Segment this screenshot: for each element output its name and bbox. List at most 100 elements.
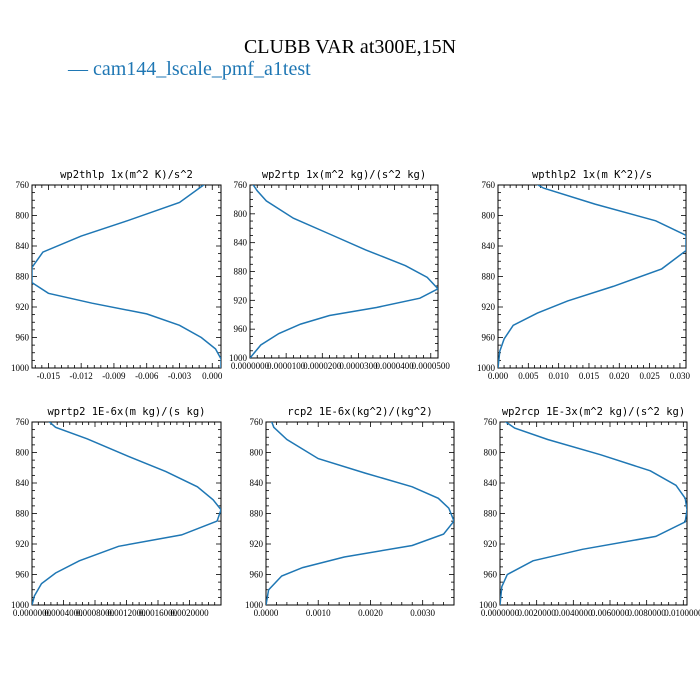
y-tick-label: 1000 <box>11 600 30 610</box>
x-tick-label: 0.0008000 <box>76 608 115 618</box>
y-tick-label: 840 <box>16 241 30 251</box>
y-tick-label: 800 <box>482 211 496 221</box>
legend-label: cam144_lscale_pmf_a1test <box>93 58 311 80</box>
legend: — cam144_lscale_pmf_a1test <box>68 58 311 81</box>
subplot-4: wprtp2 1E-6x(m kg)/(s kg) 760 800 840 880 920… <box>11 406 222 618</box>
y-tick-label: 800 <box>16 211 30 221</box>
y-tick-label: 920 <box>16 302 30 312</box>
y-tick-label: 840 <box>484 478 498 488</box>
series-line <box>266 422 454 605</box>
subplot-title: wp2rtp 1x(m^2 kg)/(s^2 kg) <box>262 169 426 181</box>
y-tick-label: 800 <box>250 448 264 458</box>
subplot-frame <box>497 184 687 369</box>
subplot-title: wp2rcp 1E-3x(m^2 kg)/(s^2 kg) <box>502 406 685 418</box>
x-tick-label: 0.0030 <box>410 608 435 618</box>
subplot-3: wpthlp2 1x(m K^2)/s 760 800 840 880 920 960 100… <box>477 169 691 381</box>
y-tick-label: 760 <box>482 180 496 190</box>
y-tick-label: 920 <box>484 539 498 549</box>
x-tick-label: 0.0000 <box>254 608 279 618</box>
y-tick-label: 840 <box>250 478 264 488</box>
x-tick-label: 0.0004000 <box>44 608 83 618</box>
x-tick-label: 0.0020000 <box>170 608 209 618</box>
y-tick-label: 960 <box>234 324 248 334</box>
y-tick-label: 840 <box>482 241 496 251</box>
subplot-6: wp2rcp 1E-3x(m^2 kg)/(s^2 kg) 760 800 840 88… <box>479 406 700 618</box>
y-tick-label: 960 <box>250 570 264 580</box>
x-tick-label: 0.0000000 <box>13 608 52 618</box>
x-tick-label: 0.010 <box>549 371 570 381</box>
subplot-title: wprtp2 1E-6x(m kg)/(s kg) <box>47 406 205 418</box>
subplot-5: rcp2 1E-6x(kg^2)/(kg^2) 760 800 840 880 920 96… <box>245 406 455 618</box>
x-tick-label: -0.003 <box>168 371 192 381</box>
series-line <box>498 185 686 368</box>
y-tick-label: 960 <box>482 333 496 343</box>
x-tick-label: 0.0000300 <box>339 361 378 371</box>
x-tick-label: 0.0000100 <box>267 361 306 371</box>
series-line <box>500 422 687 605</box>
y-tick-label: 880 <box>16 272 30 282</box>
y-tick-label: 880 <box>16 509 30 519</box>
x-tick-label: 0.000 <box>202 371 223 381</box>
y-tick-label: 960 <box>16 333 30 343</box>
subplot-1: wp2thlp 1x(m^2 K)/s^2 760 800 840 880 920 960 1… <box>11 169 223 381</box>
y-tick-label: 1000 <box>11 363 30 373</box>
y-tick-label: 760 <box>16 417 30 427</box>
x-tick-label: 0.0000200 <box>303 361 342 371</box>
y-tick-label: 840 <box>234 238 248 248</box>
figure-title: CLUBB VAR at300E,15N <box>243 36 457 58</box>
y-tick-label: 920 <box>250 539 264 549</box>
y-tick-label: 800 <box>484 448 498 458</box>
x-tick-label: 0.0000500 <box>412 361 451 371</box>
x-tick-label: 0.000 <box>488 371 509 381</box>
subplot-frame <box>31 421 222 606</box>
x-tick-label: -0.009 <box>102 371 126 381</box>
subplot-frame <box>31 184 222 369</box>
subplot-frame <box>265 421 455 606</box>
subplot-title: rcp2 1E-6x(kg^2)/(kg^2) <box>287 406 432 418</box>
subplot-title: wpthlp2 1x(m K^2)/s <box>532 169 652 181</box>
y-tick-label: 1000 <box>229 353 248 363</box>
y-tick-label: 880 <box>484 509 498 519</box>
x-tick-label: 0.0000400 <box>375 361 414 371</box>
y-tick-label: 920 <box>16 539 30 549</box>
x-tick-label: 0.0020 <box>358 608 383 618</box>
series-line <box>32 185 221 368</box>
x-tick-label: 0.030 <box>670 371 691 381</box>
x-tick-label: 0.025 <box>639 371 660 381</box>
y-tick-label: 920 <box>482 302 496 312</box>
subplot-2: wp2rtp 1x(m^2 kg)/(s^2 kg) 760 800 840 880 92… <box>229 169 450 371</box>
x-tick-label: -0.015 <box>37 371 61 381</box>
y-tick-label: 1000 <box>477 363 496 373</box>
x-tick-label: -0.012 <box>70 371 93 381</box>
x-tick-label: 0.0000000 <box>481 608 520 618</box>
x-tick-label: -0.006 <box>135 371 159 381</box>
y-tick-label: 880 <box>250 509 264 519</box>
y-tick-label: 760 <box>250 417 264 427</box>
y-tick-label: 960 <box>16 570 30 580</box>
x-tick-label: 0.0060000 <box>591 608 630 618</box>
x-tick-label: 0.0020000 <box>518 608 557 618</box>
x-tick-label: 0.020 <box>609 371 630 381</box>
y-tick-label: 880 <box>234 267 248 277</box>
y-tick-label: 880 <box>482 272 496 282</box>
x-tick-label: 0.0016000 <box>139 608 178 618</box>
y-tick-label: 760 <box>234 180 248 190</box>
y-tick-label: 840 <box>16 478 30 488</box>
subplot-title: wp2thlp 1x(m^2 K)/s^2 <box>60 169 193 181</box>
x-tick-label: 0.015 <box>579 371 600 381</box>
series-line <box>32 422 221 605</box>
x-tick-label: 0.0080000 <box>628 608 667 618</box>
series-line <box>250 185 438 358</box>
y-tick-label: 960 <box>484 570 498 580</box>
x-tick-label: 0.0012000 <box>107 608 146 618</box>
subplot-frame <box>499 421 688 606</box>
x-tick-label: 0.005 <box>518 371 539 381</box>
y-tick-label: 760 <box>16 180 30 190</box>
y-tick-label: 800 <box>234 209 248 219</box>
legend-line: — <box>68 58 88 80</box>
y-tick-label: 760 <box>484 417 498 427</box>
x-tick-label: 0.0010 <box>306 608 331 618</box>
x-tick-label: 0.0000000 <box>231 361 270 371</box>
y-tick-label: 1000 <box>479 600 498 610</box>
